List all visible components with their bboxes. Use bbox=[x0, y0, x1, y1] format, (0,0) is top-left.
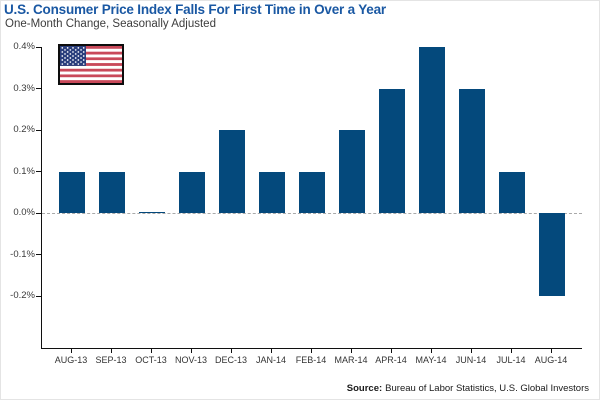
y-tick-label: 0.4% bbox=[13, 41, 35, 52]
y-tick-mark bbox=[36, 212, 41, 214]
x-tick-mark bbox=[350, 349, 352, 353]
y-tick-label: 0.1% bbox=[13, 165, 35, 177]
x-tick-mark bbox=[70, 349, 72, 353]
x-tick-mark bbox=[430, 349, 432, 353]
x-axis-label: MAY-14 bbox=[415, 355, 447, 365]
x-tick-mark bbox=[390, 349, 392, 353]
y-tick-mark bbox=[36, 171, 41, 173]
source-label: Source: bbox=[346, 383, 383, 394]
x-tick-mark bbox=[110, 349, 112, 353]
bar-oct-13 bbox=[139, 211, 165, 214]
x-axis-label: JUL-14 bbox=[496, 355, 526, 365]
x-tick-mark bbox=[550, 349, 552, 353]
x-tick-mark bbox=[230, 349, 232, 353]
bar-sep-13 bbox=[99, 171, 125, 214]
chart-title: U.S. Consumer Price Index Falls For Firs… bbox=[4, 2, 386, 17]
bar-jul-14 bbox=[499, 171, 525, 214]
x-axis-label: NOV-13 bbox=[174, 355, 207, 365]
zero-baseline bbox=[42, 213, 582, 215]
x-tick-mark bbox=[150, 349, 152, 353]
x-axis-label: AUG-13 bbox=[54, 355, 88, 365]
y-tick-label: 0.2% bbox=[13, 124, 35, 136]
plot-area bbox=[41, 47, 582, 349]
bar-feb-14 bbox=[299, 171, 325, 214]
x-axis-label: JUN-14 bbox=[455, 355, 487, 365]
y-tick-mark bbox=[36, 88, 41, 90]
bar-may-14 bbox=[419, 47, 445, 214]
bar-nov-13 bbox=[179, 171, 205, 214]
us-flag-icon bbox=[58, 44, 124, 85]
y-tick-label: -0.2% bbox=[10, 290, 35, 302]
x-axis-label: MAR-14 bbox=[334, 355, 368, 365]
x-axis-label: AUG-14 bbox=[534, 355, 568, 365]
source-text: Bureau of Labor Statistics, U.S. Global … bbox=[385, 383, 589, 394]
y-tick-label: 0.0% bbox=[13, 207, 35, 219]
x-axis-label: DEC-13 bbox=[214, 355, 247, 365]
x-axis-label: SEP-13 bbox=[95, 355, 127, 365]
bar-aug-14 bbox=[539, 213, 565, 297]
x-tick-mark bbox=[310, 349, 312, 353]
x-axis-label: APR-14 bbox=[375, 355, 407, 365]
source-note: Source: Bureau of Labor Statistics, U.S. … bbox=[347, 383, 589, 394]
x-tick-mark bbox=[270, 349, 272, 353]
y-tick-mark bbox=[36, 129, 41, 131]
x-tick-mark bbox=[510, 349, 512, 353]
y-tick-label: 0.3% bbox=[13, 82, 35, 94]
bar-dec-13 bbox=[219, 130, 245, 214]
y-tick-mark bbox=[36, 46, 41, 48]
bar-jun-14 bbox=[459, 88, 485, 214]
x-axis-label: OCT-13 bbox=[135, 355, 167, 365]
x-tick-mark bbox=[470, 349, 472, 353]
y-tick-mark bbox=[36, 254, 41, 256]
y-tick-label: -0.1% bbox=[10, 248, 35, 260]
bar-jan-14 bbox=[259, 171, 285, 214]
x-axis-label: FEB-14 bbox=[295, 355, 327, 365]
y-tick-mark bbox=[36, 295, 41, 297]
chart-subtitle: One-Month Change, Seasonally Adjusted bbox=[5, 18, 216, 30]
bar-aug-13 bbox=[59, 171, 85, 214]
x-tick-mark bbox=[190, 349, 192, 353]
bar-apr-14 bbox=[379, 88, 405, 214]
x-axis-label: JAN-14 bbox=[255, 355, 286, 365]
bar-mar-14 bbox=[339, 130, 365, 214]
